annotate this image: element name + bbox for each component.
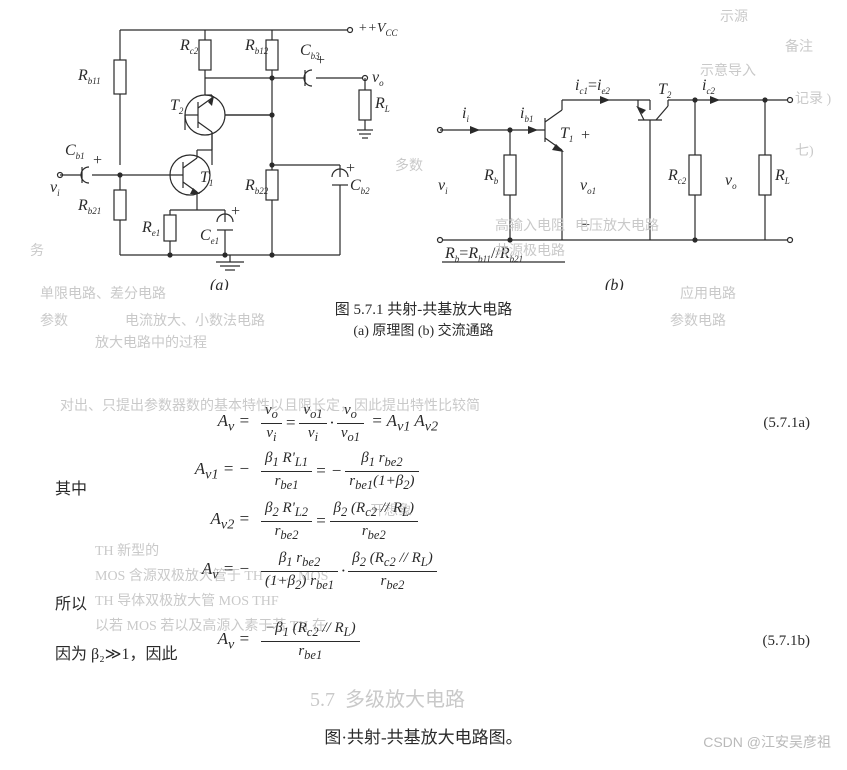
eqnum: (5.7.1a) <box>763 415 810 432</box>
svg-text:vo1: vo1 <box>580 177 596 196</box>
label-suoyi: 所以 <box>55 590 87 614</box>
svg-text:Rb11: Rb11 <box>77 67 101 86</box>
equation-5-7-1b: Av = −β1 (Rc2 // RL)rbe1 (5.7.1b) <box>170 616 810 666</box>
figure-caption: 图 5.7.1 共射-共基放大电路 <box>0 298 847 319</box>
equation-av2: Av2 = β2 R'L2rbe2 = β2 (Rc2 // RL)rbe2 <box>170 496 810 546</box>
svg-text:vi: vi <box>438 177 448 196</box>
svg-text:Rb12: Rb12 <box>244 37 269 56</box>
svg-text:(a): (a) <box>210 277 229 290</box>
ghost-text: TH 新型的 <box>95 540 159 560</box>
svg-text:ib1: ib1 <box>520 105 533 124</box>
equations: Av = vovi = vo1vi · vovo1 = Av1 Av2 (5.7… <box>170 400 810 666</box>
label-yinwei: 因为 β₂≫1，因此 <box>55 640 177 664</box>
svg-text:Rc2: Rc2 <box>179 37 199 56</box>
svg-text:T2: T2 <box>658 81 672 100</box>
page: 示源 备注 示意导入 记录 ) 七) ++VCC Rb11 <box>0 0 847 770</box>
ghost-text: 多数 <box>395 155 423 175</box>
svg-text:Rb: Rb <box>483 167 499 186</box>
svg-text:ic2: ic2 <box>702 77 715 96</box>
svg-text:+: + <box>580 127 591 144</box>
circuit-diagrams: ++VCC Rb11 Rc2 Rb12 <box>40 10 815 290</box>
svg-text:T1: T1 <box>200 169 213 188</box>
svg-text:Rb22: Rb22 <box>244 177 269 196</box>
equation-av1: Av1 = − β1 R'L1rbe1 = − β1 rbe2rbe1(1+β2… <box>170 446 810 496</box>
svg-text:Cb2: Cb2 <box>350 177 370 196</box>
svg-text:(b): (b) <box>605 277 624 290</box>
svg-text:T2: T2 <box>170 97 184 116</box>
svg-text:+: + <box>345 160 356 177</box>
svg-text:Re1: Re1 <box>141 219 160 238</box>
svg-text:vo: vo <box>372 69 384 88</box>
svg-text:RL: RL <box>774 167 790 186</box>
ghost-text: 共源极电路 <box>495 240 565 260</box>
watermark: CSDN @江安吴彦祖 <box>703 732 831 752</box>
svg-text:Ce1: Ce1 <box>200 227 219 246</box>
equation-av-combined: Av = − β1 rbe2(1+β2) rbe1 · β2 (Rc2 // R… <box>170 546 810 596</box>
ghost-text: 电压放大电路 <box>575 215 659 235</box>
label-zhong: 其中 <box>55 475 87 499</box>
svg-text:RL: RL <box>374 95 390 114</box>
svg-text:T1: T1 <box>560 125 573 144</box>
svg-text:++VCC: ++VCC <box>358 21 398 38</box>
svg-text:vi: vi <box>50 179 60 198</box>
figure-subcaption: (a) 原理图 (b) 交流通路 <box>0 320 847 340</box>
svg-text:ii: ii <box>462 105 469 124</box>
ghost-text: 5.7 多级放大电路 <box>310 683 465 712</box>
ghost-text: 务 <box>30 240 44 260</box>
eqnum: (5.7.1b) <box>763 633 811 650</box>
svg-text:Cb3: Cb3 <box>300 42 320 61</box>
svg-text:Rc2: Rc2 <box>667 167 687 186</box>
svg-text:vo: vo <box>725 172 737 191</box>
svg-text:Cb1: Cb1 <box>65 142 85 161</box>
svg-text:Rb21: Rb21 <box>77 197 101 216</box>
svg-text:+: + <box>92 152 103 169</box>
equation-5-7-1a: Av = vovi = vo1vi · vovo1 = Av1 Av2 (5.7… <box>170 400 810 446</box>
svg-text:ic1=ie2: ic1=ie2 <box>575 77 610 96</box>
ghost-text: 高输入电阻 <box>495 215 565 235</box>
